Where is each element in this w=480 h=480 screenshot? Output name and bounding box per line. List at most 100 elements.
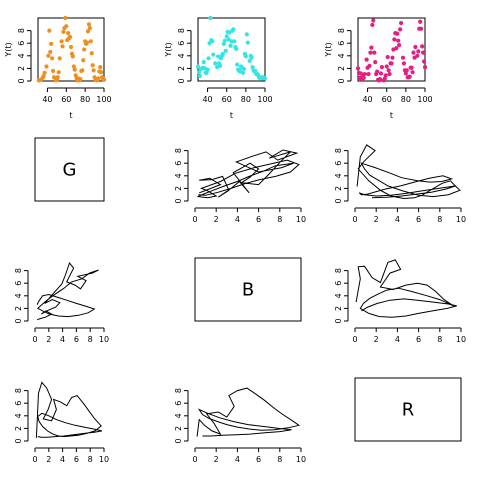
data-point (422, 65, 428, 70)
x-axis-label: t (230, 111, 233, 120)
data-point (389, 61, 394, 66)
x-tick-label: 2 (374, 335, 379, 344)
data-point (73, 73, 78, 78)
data-point (411, 50, 416, 55)
data-point (421, 59, 427, 64)
trajectory-line (35, 381, 103, 438)
data-point (364, 57, 369, 62)
data-point (419, 26, 424, 31)
x-tick-label: 100 (96, 95, 111, 104)
y-tick-label: 8 (334, 268, 343, 273)
data-point (221, 41, 226, 46)
x-tick-label: 60 (382, 95, 392, 104)
panel-4: G (34, 137, 105, 202)
data-point (416, 49, 421, 54)
y-tick-label: 4 (17, 53, 26, 58)
data-point (81, 58, 86, 63)
data-point (70, 54, 75, 59)
data-point (247, 58, 252, 63)
data-point (101, 77, 107, 82)
x-tick-label: 10 (99, 335, 109, 344)
trajectory-line (196, 149, 300, 199)
data-point (241, 66, 247, 72)
data-point (223, 48, 228, 53)
trajectory-line (36, 261, 99, 321)
data-point (96, 76, 101, 81)
data-point (67, 34, 73, 40)
x-tick-label: 6 (416, 335, 421, 344)
data-point (206, 56, 211, 61)
data-point (383, 73, 388, 78)
x-tick-label: 0 (32, 455, 37, 464)
data-point (232, 39, 237, 44)
plot-frame (37, 17, 105, 82)
data-point (87, 25, 92, 31)
data-point (396, 38, 401, 43)
data-point (243, 54, 248, 59)
plot-frame (357, 17, 426, 82)
data-point (398, 20, 404, 26)
data-point (89, 51, 94, 56)
x-tick-label: 6 (74, 335, 79, 344)
plot-frame (197, 17, 266, 82)
y-tick-label: 6 (177, 41, 186, 46)
y-tick-label: 2 (174, 186, 183, 191)
x-tick-label: 0 (352, 335, 357, 344)
x-tick-label: 6 (74, 455, 79, 464)
y-tick-label: 4 (174, 413, 183, 418)
panel-11: 0 2 4 6 8 10 0 2 4 6 8 (174, 387, 306, 464)
data-point (397, 42, 402, 48)
x-tick-label: 80 (80, 95, 90, 104)
y-tick-label: 2 (334, 186, 343, 191)
y-axis-label: Y(t) (324, 42, 333, 57)
data-point (197, 73, 203, 79)
data-point (375, 69, 380, 74)
x-tick-label: 8 (437, 215, 442, 224)
data-point (244, 32, 249, 37)
data-point (201, 60, 206, 65)
data-point (407, 74, 412, 79)
data-point (386, 68, 391, 73)
y-tick-label: 0 (177, 78, 186, 83)
data-point (204, 70, 209, 75)
y-axis-label: Y(t) (164, 42, 173, 57)
data-point (415, 53, 420, 58)
x-tick-label: 0 (192, 215, 197, 224)
data-point (99, 70, 104, 75)
panel-letter: G (63, 160, 77, 181)
y-tick-label: 8 (337, 28, 346, 33)
y-tick-label: 8 (174, 148, 183, 153)
panel-9: 0 2 4 6 8 10 0 2 4 6 8 (334, 259, 466, 344)
data-point (66, 31, 71, 36)
x-tick-label: 4 (235, 215, 240, 224)
data-point (368, 50, 373, 55)
y-axis-label: Y(t) (4, 42, 13, 57)
y-tick-label: 8 (17, 28, 26, 33)
data-point (56, 70, 61, 75)
y-tick-label: 4 (337, 53, 346, 58)
trajectory-line (355, 259, 457, 318)
y-tick-label: 2 (334, 306, 343, 311)
data-point (80, 68, 85, 73)
data-point (210, 39, 215, 44)
data-point (86, 22, 92, 27)
trajectory-line (196, 387, 301, 437)
data-point (409, 65, 414, 70)
y-tick-label: 4 (174, 173, 183, 178)
data-point (362, 71, 367, 77)
data-point (229, 39, 234, 44)
y-tick-label: 0 (14, 438, 23, 443)
data-point (196, 70, 202, 75)
y-tick-label: 6 (174, 161, 183, 166)
y-tick-label: 0 (14, 318, 23, 323)
data-point (59, 39, 64, 44)
data-point (392, 37, 397, 42)
x-tick-label: 0 (352, 215, 357, 224)
y-tick-label: 2 (174, 426, 183, 431)
data-point (42, 70, 47, 75)
data-point (404, 68, 409, 73)
data-point (400, 55, 406, 60)
x-tick-label: 80 (401, 95, 411, 104)
x-tick-label: 0 (192, 455, 197, 464)
x-tick-label: 40 (202, 95, 212, 104)
